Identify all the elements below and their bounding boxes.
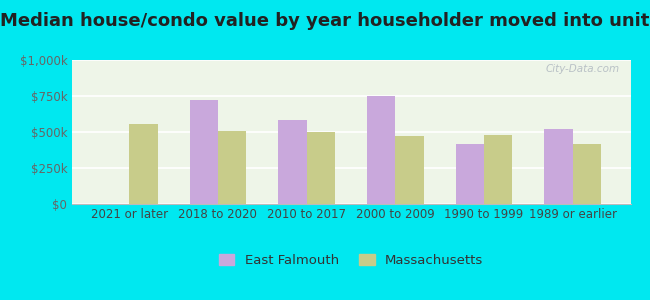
Bar bbox=[218, 130, 246, 204]
Bar bbox=[190, 100, 218, 204]
Bar bbox=[545, 129, 573, 204]
Bar bbox=[395, 136, 424, 204]
Bar bbox=[278, 121, 307, 204]
Bar bbox=[573, 143, 601, 204]
Legend: East Falmouth, Massachusetts: East Falmouth, Massachusetts bbox=[213, 248, 489, 272]
Bar bbox=[367, 96, 395, 204]
Bar bbox=[484, 135, 512, 204]
Bar bbox=[307, 132, 335, 204]
Text: City-Data.com: City-Data.com bbox=[545, 64, 619, 74]
Bar bbox=[456, 143, 484, 204]
Bar bbox=[129, 124, 157, 204]
Text: Median house/condo value by year householder moved into unit: Median house/condo value by year househo… bbox=[0, 12, 650, 30]
